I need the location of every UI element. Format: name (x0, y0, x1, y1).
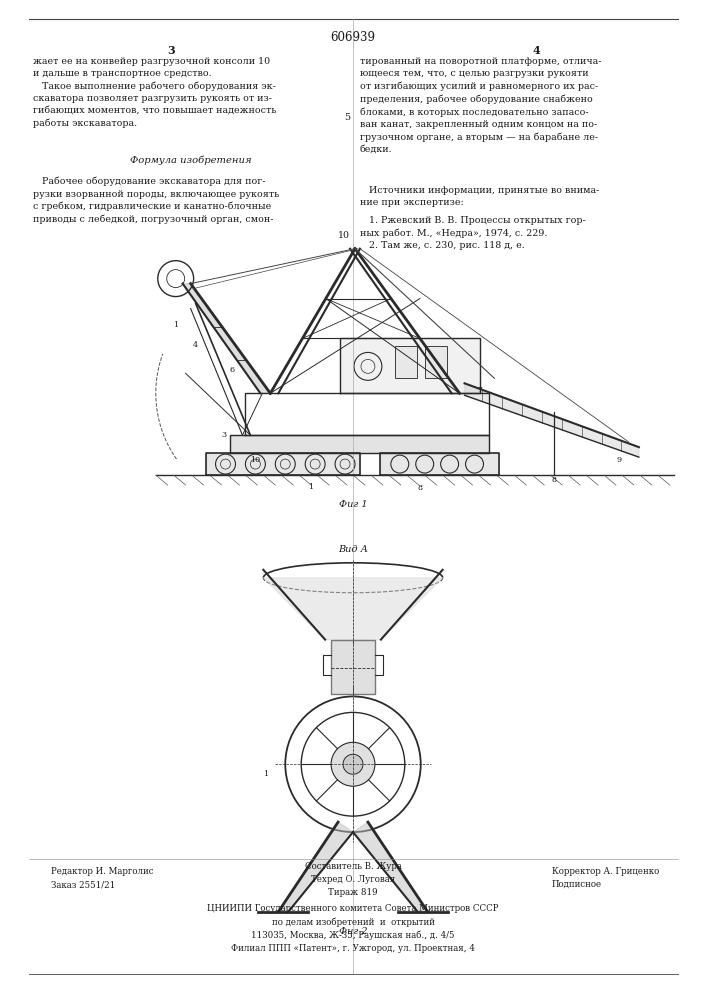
Text: 8: 8 (417, 484, 422, 492)
Polygon shape (230, 435, 489, 453)
Text: Фиг 1: Фиг 1 (339, 500, 368, 509)
Text: Источники информации, принятые во внима-
ние при экспертизе:: Источники информации, принятые во внима-… (360, 186, 600, 207)
Text: по делам изобретений  и  открытий: по делам изобретений и открытий (271, 918, 435, 927)
Ellipse shape (331, 742, 375, 786)
Text: Формула изобретения: Формула изобретения (130, 156, 252, 165)
Text: тированный на поворотной платформе, отлича-
ющееся тем, что, с целью разгрузки р: тированный на поворотной платформе, отли… (360, 57, 602, 154)
Text: Вид А: Вид А (338, 545, 368, 554)
Text: 3: 3 (221, 431, 226, 439)
Polygon shape (206, 453, 360, 475)
Text: Рабочее оборудование экскаватора для пог-
рузки взорванной породы, включающее ру: Рабочее оборудование экскаватора для пог… (33, 177, 279, 224)
Text: 6: 6 (230, 366, 235, 374)
Text: жает ее на конвейер разгрузочной консоли 10
и дальше в транспортное средство.
  : жает ее на конвейер разгрузочной консоли… (33, 57, 276, 128)
Text: Тираж 819: Тираж 819 (328, 888, 378, 897)
Text: 3: 3 (167, 45, 175, 56)
Text: 1: 1 (308, 483, 312, 491)
Text: 9: 9 (617, 456, 621, 464)
Text: Составитель В. Жура: Составитель В. Жура (305, 862, 402, 871)
Text: Фиг 2: Фиг 2 (339, 927, 368, 936)
Text: Филиал ППП «Патент», г. Ужгород, ул. Проектная, 4: Филиал ППП «Патент», г. Ужгород, ул. Про… (231, 944, 475, 953)
Ellipse shape (285, 696, 421, 832)
Text: 5: 5 (344, 113, 350, 122)
Polygon shape (464, 383, 639, 457)
Text: 4: 4 (532, 45, 540, 56)
Polygon shape (340, 338, 479, 393)
Polygon shape (279, 822, 353, 912)
Polygon shape (263, 578, 443, 640)
Bar (331, 640, 375, 694)
Text: Техред О. Луговая: Техред О. Луговая (311, 875, 395, 884)
Bar (395, 346, 416, 378)
Ellipse shape (301, 712, 405, 816)
Polygon shape (182, 284, 270, 393)
Ellipse shape (343, 754, 363, 774)
Text: 1: 1 (173, 321, 178, 329)
Bar (425, 346, 447, 378)
Text: 10: 10 (250, 456, 260, 464)
Text: 113035, Москва, Ж-35, Раушская наб., д. 4/5: 113035, Москва, Ж-35, Раушская наб., д. … (251, 931, 455, 940)
Text: Редактор И. Марголис
Заказ 2551/21: Редактор И. Марголис Заказ 2551/21 (51, 867, 153, 889)
Text: 606939: 606939 (330, 31, 375, 44)
Text: 10: 10 (338, 231, 350, 240)
Text: 7: 7 (477, 386, 482, 394)
Text: 4: 4 (193, 341, 198, 349)
Polygon shape (353, 822, 428, 912)
Polygon shape (380, 453, 499, 475)
Text: ЦНИИПИ Государственного комитета Совета Министров СССР: ЦНИИПИ Государственного комитета Совета … (207, 904, 498, 913)
Text: 1: 1 (263, 770, 268, 778)
Text: Корректор А. Гриценко
Подписное: Корректор А. Гриценко Подписное (551, 867, 659, 889)
Text: 1. Ржевский В. В. Процессы открытых гор-
ных работ. М., «Недра», 1974, с. 229.
 : 1. Ржевский В. В. Процессы открытых гор-… (360, 216, 585, 250)
Text: 8: 8 (551, 476, 556, 484)
